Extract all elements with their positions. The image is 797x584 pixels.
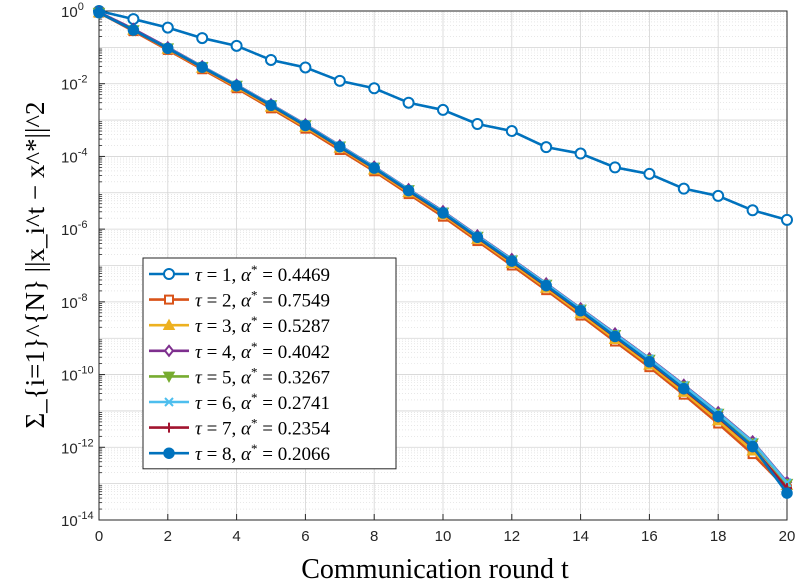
- data-point-1: [437, 103, 449, 116]
- legend-marker: [163, 268, 175, 280]
- legend-marker: [164, 294, 174, 305]
- data-point-8: [196, 61, 208, 73]
- data-point-8: [265, 99, 277, 112]
- legend-item-3: τ = 3, α* = 0.5287: [149, 313, 330, 337]
- data-point-1: [505, 125, 518, 138]
- data-point-1: [609, 161, 621, 174]
- legend-item-2: τ = 2, α* = 0.7549: [149, 288, 330, 312]
- data-point-8: [299, 119, 312, 132]
- legend-marker: [162, 318, 176, 330]
- data-point-8: [678, 382, 690, 395]
- legend-label: τ = 6, α* = 0.2741: [195, 390, 330, 414]
- y-tick-label: 10-14: [61, 510, 94, 530]
- legend-item-8: τ = 8, α* = 0.2066: [149, 441, 330, 465]
- x-tick-label: 2: [164, 528, 172, 545]
- data-point-1: [677, 182, 690, 195]
- legend-marker: [163, 344, 175, 358]
- legend-marker: [163, 447, 175, 459]
- data-point-1: [230, 39, 243, 52]
- data-point-1: [196, 32, 209, 45]
- legend-label: τ = 2, α* = 0.7549: [195, 288, 330, 312]
- data-point-8: [609, 330, 621, 343]
- x-tick-label: 10: [435, 528, 452, 545]
- x-axis-title: Communication round t: [301, 554, 569, 584]
- data-point-8: [574, 304, 587, 317]
- series-group: [92, 5, 794, 499]
- data-point-1: [643, 167, 656, 180]
- legend-marker: [162, 371, 176, 383]
- y-tick-label: 10-6: [61, 219, 87, 239]
- x-tick-label: 14: [572, 528, 589, 545]
- legend-box: [142, 257, 397, 470]
- y-axis-title: Σ_{i=1}^{N} ||x_i^t − x^*||^2: [20, 101, 50, 428]
- data-point-1: [781, 213, 793, 226]
- legend-label: τ = 8, α* = 0.2066: [195, 441, 330, 465]
- data-point-1: [402, 96, 415, 109]
- legend-item-7: τ = 7, α* = 0.2354: [149, 416, 330, 440]
- data-point-8: [437, 207, 449, 219]
- data-point-1: [265, 53, 277, 66]
- y-tick-label: 10-8: [61, 292, 87, 312]
- y-tick-label: 10-10: [61, 365, 94, 385]
- data-point-8: [746, 440, 759, 453]
- data-point-1: [540, 141, 553, 154]
- legend-marker: [164, 397, 174, 407]
- x-tick-label: 6: [301, 528, 309, 545]
- data-point-8: [712, 410, 724, 423]
- data-point-8: [368, 162, 380, 174]
- data-point-1: [712, 189, 725, 202]
- data-point-8: [540, 279, 552, 292]
- legend-label: τ = 1, α* = 0.4469: [195, 262, 330, 286]
- data-point-8: [506, 255, 518, 267]
- data-point-8: [127, 24, 140, 36]
- data-point-1: [471, 117, 484, 130]
- x-tick-label: 8: [370, 528, 378, 545]
- x-tick-label: 18: [710, 528, 727, 545]
- legend-label: τ = 3, α* = 0.5287: [195, 313, 330, 337]
- legend-label: τ = 5, α* = 0.3267: [195, 364, 330, 388]
- data-point-1: [574, 147, 587, 160]
- data-point-1: [746, 204, 759, 217]
- data-point-1: [368, 82, 381, 95]
- data-point-8: [781, 487, 793, 499]
- data-point-8: [93, 6, 105, 19]
- y-tick-label: 10-4: [61, 146, 87, 166]
- x-tick-label: 16: [641, 528, 658, 545]
- legend-item-5: τ = 5, α* = 0.3267: [149, 364, 330, 388]
- legend-item-1: τ = 1, α* = 0.4469: [149, 262, 330, 286]
- data-point-1: [333, 74, 346, 87]
- y-tick-label: 100: [61, 1, 84, 21]
- x-tick-label: 20: [779, 528, 796, 545]
- legend-item-4: τ = 4, α* = 0.4042: [149, 339, 330, 363]
- series-8: [93, 6, 793, 499]
- x-tick-label: 4: [232, 528, 240, 545]
- legend-label: τ = 7, α* = 0.2354: [195, 416, 330, 440]
- axis-ticks: 0 2 4 6 8 10 12 14 16 18 20 100 10-2 10-4 10-6 10-8 10-1…: [61, 1, 795, 545]
- legend-label: τ = 4, α* = 0.4042: [195, 339, 330, 363]
- legend-marker: [164, 422, 174, 433]
- legend-item-6: τ = 6, α* = 0.2741: [149, 390, 330, 414]
- data-point-1: [161, 21, 174, 34]
- x-tick-label: 0: [95, 528, 103, 545]
- series-1: [93, 5, 793, 226]
- data-point-1: [299, 61, 312, 74]
- data-point-8: [334, 140, 346, 153]
- data-point-8: [230, 79, 243, 92]
- y-tick-label: 10-2: [61, 74, 87, 94]
- x-tick-label: 12: [503, 528, 520, 545]
- data-point-8: [162, 42, 174, 55]
- y-tick-label: 10-12: [61, 437, 94, 457]
- data-point-8: [643, 356, 656, 368]
- data-point-8: [402, 184, 415, 197]
- data-point-8: [471, 231, 484, 243]
